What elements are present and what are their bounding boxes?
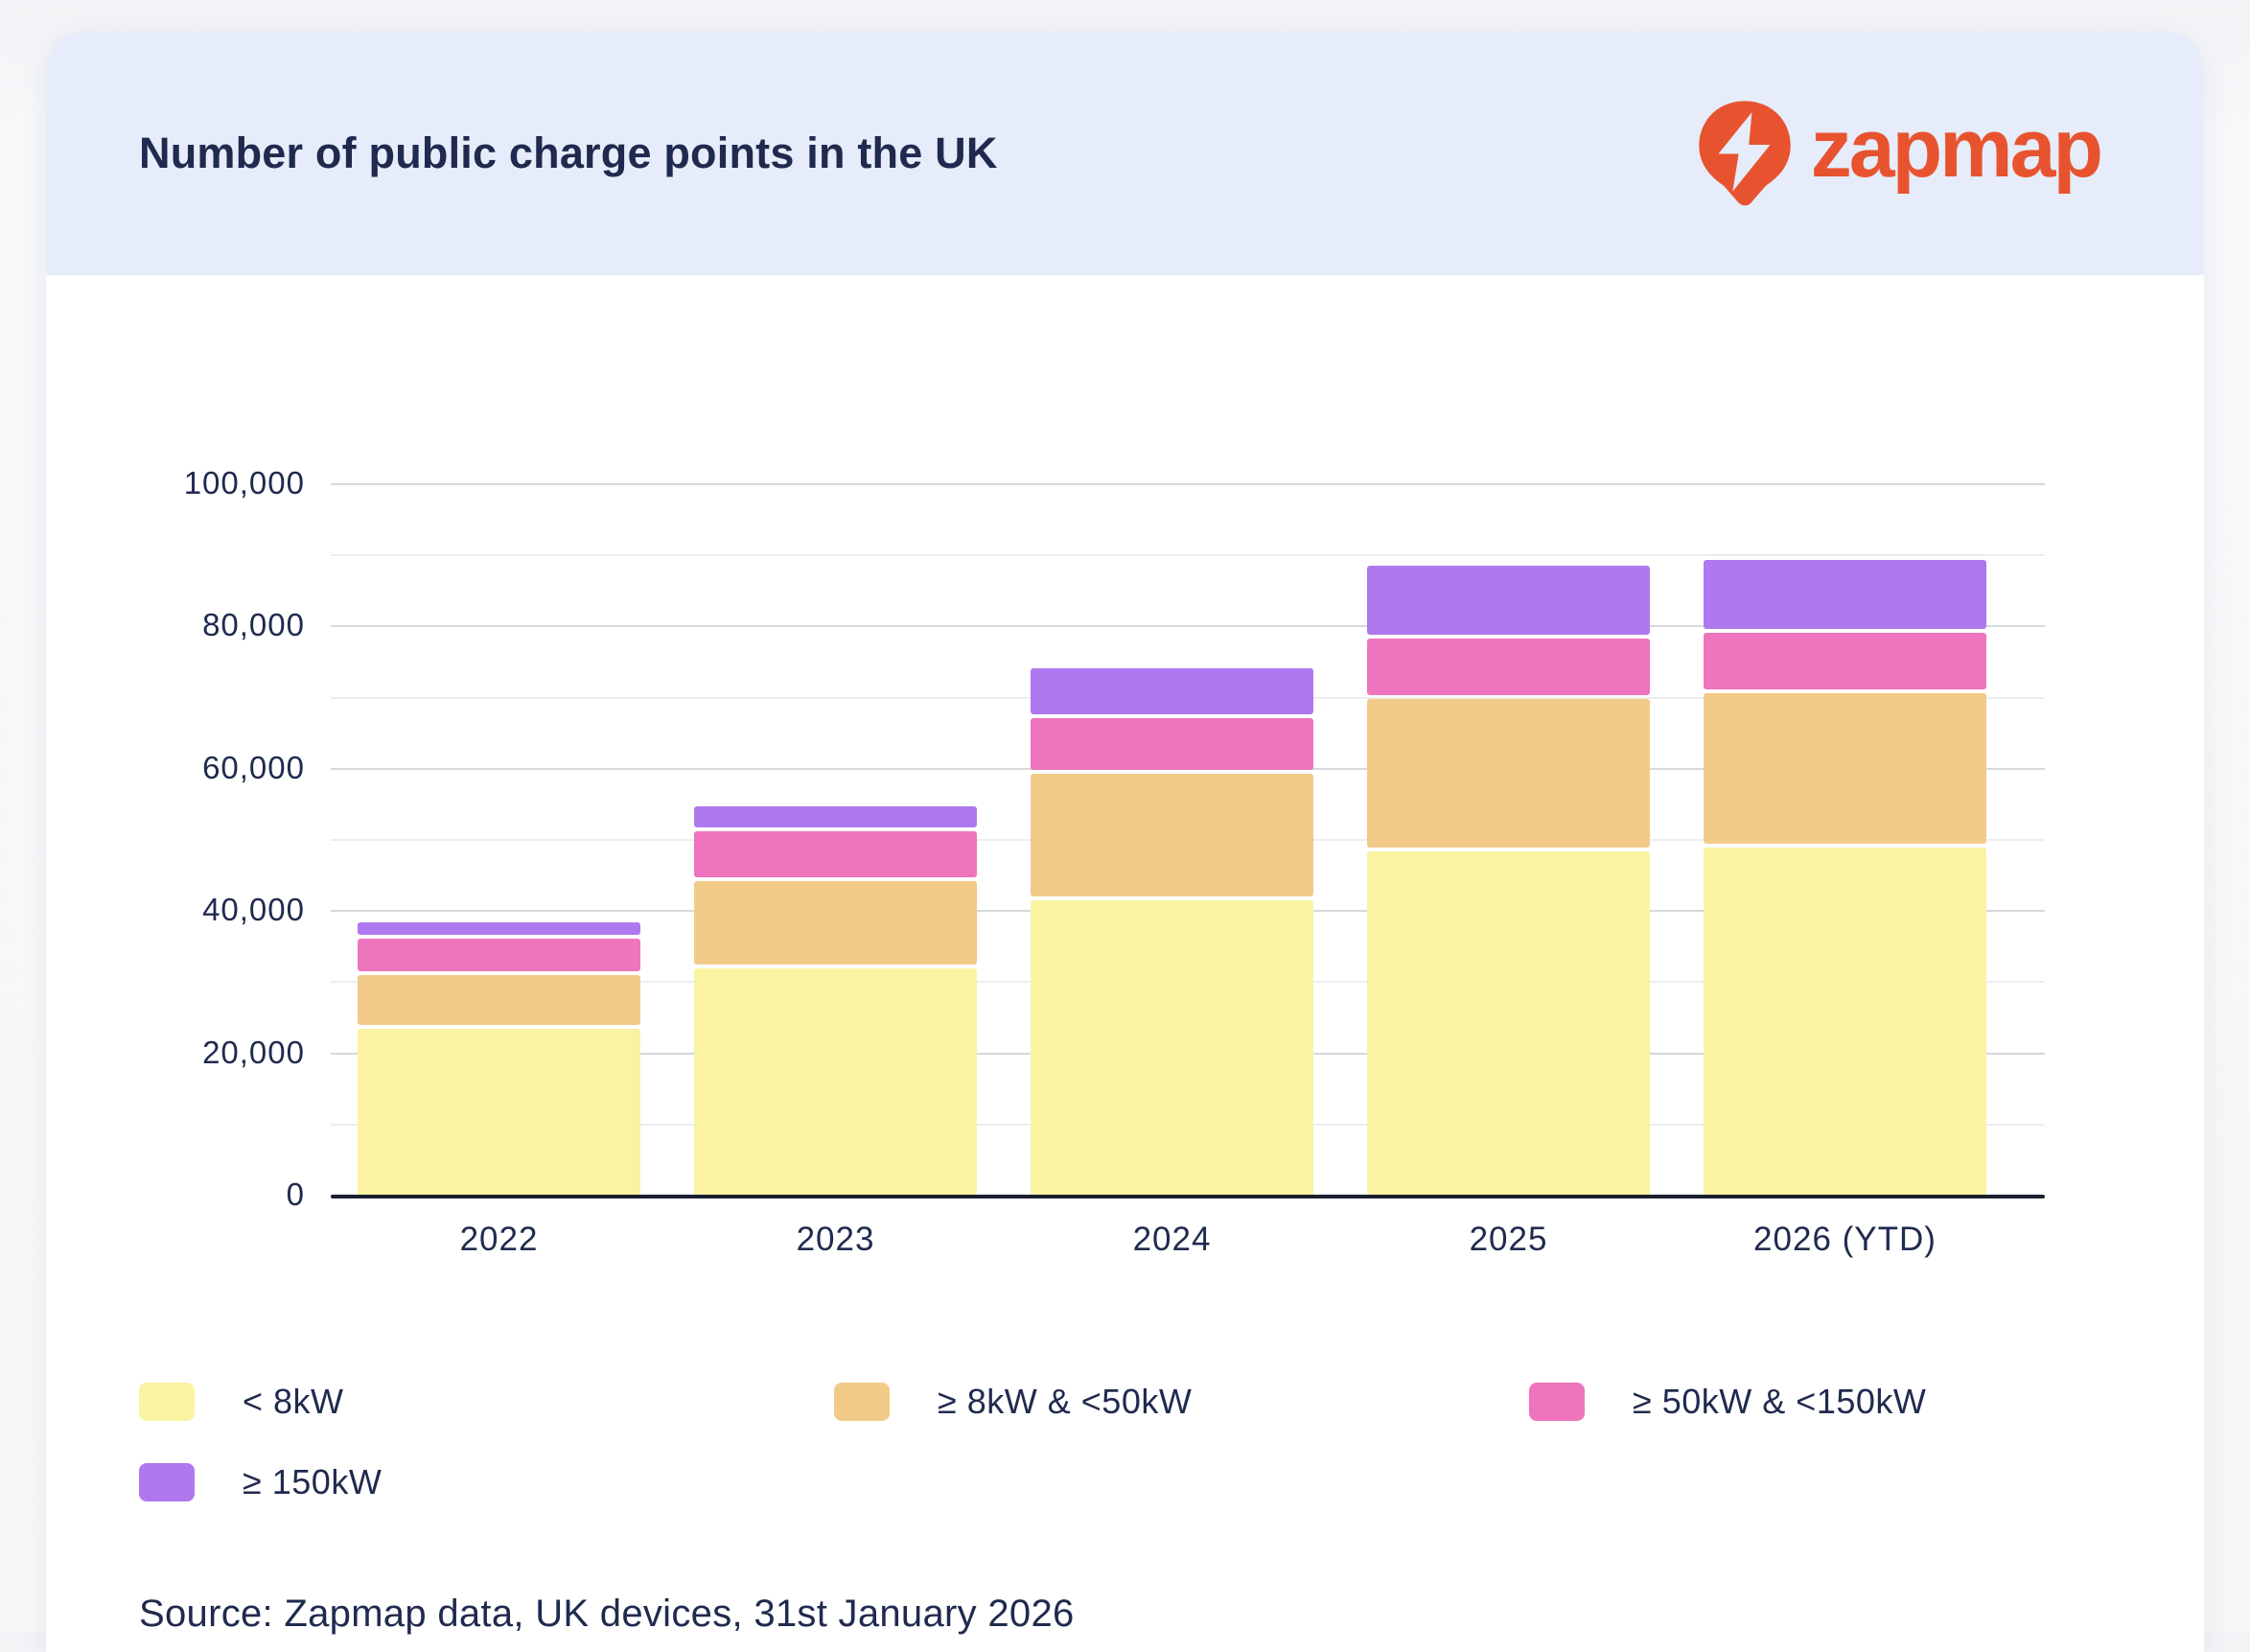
y-axis-label: 100,000 [183,465,305,500]
bar-segment [1031,900,1313,1196]
stacked-bar-2026 (YTD) [1704,560,1986,1196]
gridline-80000 [331,625,2045,628]
legend-swatch [139,1463,195,1501]
x-axis-label: 2024 [1132,1221,1212,1258]
bar-segment [694,881,977,965]
x-axis-label: 2023 [796,1221,875,1258]
bars-row [331,484,2013,1196]
x-axis-label: 2025 [1469,1221,1548,1258]
legend-swatch [834,1383,890,1421]
lightning-pin-icon [1699,101,1791,206]
source-note: Source: Zapmap data, UK devices, 31st Ja… [139,1593,1075,1635]
x-axis-labels: 2022 2023 2024 2025 2026 (YTD) [331,1221,2013,1259]
legend-item: < 8kW [139,1382,344,1422]
bar-segment [358,922,640,935]
bar-segment [1031,774,1313,896]
legend-swatch [139,1383,195,1421]
zapmap-wordmark: zapmap [1810,103,2103,195]
bar-segment [1367,566,1650,635]
plot-area [331,483,2045,1198]
bar-segment [694,831,977,877]
bar-segment [1031,668,1313,714]
y-axis-label: 20,000 [202,1034,305,1070]
bar-segment [694,806,977,827]
x-axis-label: 2026 (YTD) [1753,1221,1937,1258]
bar-segment [1367,699,1650,848]
chart-region: 0 20,000 40,000 60,000 80,000 100,000 2022 202… [46,32,2204,1652]
bar-slot-2023 [667,484,1004,1196]
x-axis-line [331,1195,2045,1198]
bar-segment [1704,560,1986,629]
bar-segment [1031,718,1313,770]
bar-segment [1367,639,1650,695]
bar-slot-2025 [1340,484,1677,1196]
x-axis-label: 2022 [459,1221,539,1258]
y-axis-label: 0 [286,1176,305,1212]
bar-segment [358,975,640,1025]
header-band: Number of public charge points in the UK… [46,32,2204,275]
zapmap-logo: zapmap [1694,99,2103,208]
legend-label: ≥ 150kW [243,1462,383,1501]
chart-title: Number of public charge points in the UK [139,128,998,177]
stacked-bar-2024 [1031,668,1313,1196]
legend-item: ≥ 150kW [139,1462,382,1502]
y-axis-label: 60,000 [202,749,305,785]
legend-label: ≥ 8kW & <50kW [938,1382,1193,1421]
bar-segment [1367,851,1650,1196]
bar-segment [1704,693,1986,844]
legend-item: ≥ 8kW & <50kW [834,1382,1192,1422]
stacked-bar-2022 [358,922,640,1196]
bar-slot-2026 (YTD) [1677,484,2013,1196]
bar-segment [1704,633,1986,689]
legend-swatch [1529,1383,1585,1421]
gridline-90000 [331,554,2045,557]
bar-segment [358,1029,640,1196]
bar-segment [358,939,640,971]
bar-slot-2024 [1004,484,1340,1196]
gridline-100000 [331,483,2045,485]
bar-slot-2022 [331,484,667,1196]
legend-label: < 8kW [243,1382,344,1421]
stacked-bar-2025 [1367,566,1650,1196]
y-axis-label: 40,000 [202,892,305,928]
chart-card: Number of public charge points in the UK… [46,32,2204,1652]
stacked-bar-2023 [694,806,977,1196]
bar-segment [694,968,977,1196]
bar-segment [1704,848,1986,1196]
legend-item: ≥ 50kW & <150kW [1529,1382,1926,1422]
y-axis-label: 80,000 [202,607,305,643]
legend-label: ≥ 50kW & <150kW [1633,1382,1927,1421]
